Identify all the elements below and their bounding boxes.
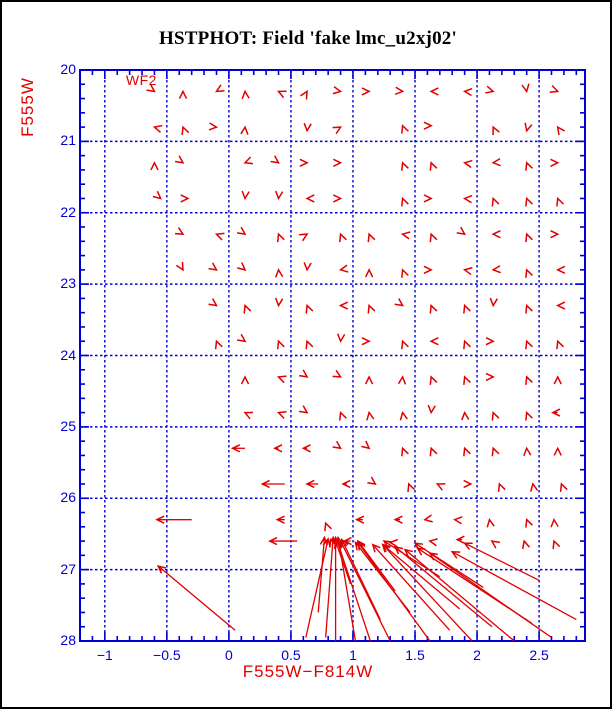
y-tick-label: 21 <box>60 132 76 149</box>
chip-annotation-label: WF2 <box>125 71 157 88</box>
x-tick-label: −1 <box>96 647 113 663</box>
y-tick-label: 22 <box>60 203 76 220</box>
y-tick-label: 26 <box>60 489 76 506</box>
y-tick-label: 25 <box>60 417 76 434</box>
x-tick-label: −0.5 <box>153 647 181 663</box>
x-tick-label: 2.5 <box>529 647 549 663</box>
page-title: HSTPHOT: Field 'fake lmc_u2xj02' <box>159 28 457 49</box>
y-tick-label: 28 <box>60 632 76 648</box>
y-tick-label: 20 <box>60 61 76 77</box>
y-tick-label: 23 <box>60 275 76 292</box>
x-tick-label: 1.5 <box>405 647 425 663</box>
x-tick-label: 2 <box>473 647 481 663</box>
y-tick-label: 24 <box>60 346 76 363</box>
data-vectors <box>146 83 577 642</box>
grid-lines <box>80 70 585 641</box>
x-tick-label: 0.5 <box>281 647 301 663</box>
x-tick-label: 0 <box>224 647 233 663</box>
plot-frame <box>79 69 586 642</box>
y-tick-label: 27 <box>60 560 76 577</box>
x-tick-label: 1 <box>349 647 357 663</box>
x-axis-title: F555W−F814W <box>242 662 374 681</box>
